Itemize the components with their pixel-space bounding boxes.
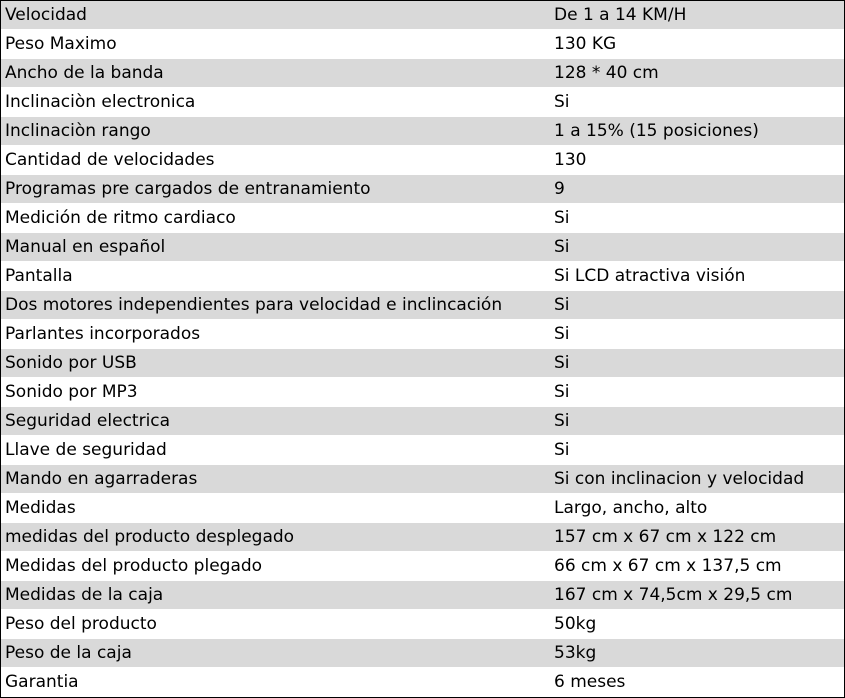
spec-value: 128 * 40 cm — [554, 63, 659, 83]
table-row: Programas pre cargados de entranamiento 9 — [1, 175, 844, 204]
spec-label: Velocidad — [5, 5, 87, 25]
spec-value: 130 KG — [554, 34, 617, 54]
spec-value: 9 — [554, 179, 565, 199]
table-row: Cantidad de velocidades 130 — [1, 146, 844, 175]
spec-label: Medición de ritmo cardiaco — [5, 208, 236, 228]
table-row: Llave de seguridad Si — [1, 436, 844, 465]
spec-label: Inclinaciòn rango — [5, 121, 151, 141]
table-row: Medidas del producto plegado 66 cm x 67 c… — [1, 552, 844, 581]
table-row: Ancho de la banda 128 * 40 cm — [1, 59, 844, 88]
spec-label: Llave de seguridad — [5, 440, 167, 460]
spec-label: Medidas del producto plegado — [5, 556, 263, 576]
spec-value: Si — [554, 353, 570, 373]
spec-value: Si — [554, 208, 570, 228]
table-row: Pantalla Si LCD atractiva visión — [1, 262, 844, 291]
spec-value: 157 cm x 67 cm x 122 cm — [554, 527, 777, 547]
table-row: Seguridad electrica Si — [1, 407, 844, 436]
spec-value: Si — [554, 295, 570, 315]
spec-label: Garantia — [5, 672, 79, 692]
spec-value: Largo, ancho, alto — [554, 498, 708, 518]
table-row: Garantia 6 meses — [1, 668, 844, 696]
table-row: medidas del producto desplegado 157 cm x … — [1, 523, 844, 552]
spec-value: Si — [554, 382, 570, 402]
spec-label: Ancho de la banda — [5, 63, 164, 83]
table-row: Inclinaciòn electronica Si — [1, 88, 844, 117]
table-row: Sonido por USB Si — [1, 349, 844, 378]
spec-label: Seguridad electrica — [5, 411, 171, 431]
spec-label: Programas pre cargados de entranamiento — [5, 179, 371, 199]
table-row: Peso Maximo 130 KG — [1, 30, 844, 59]
spec-label: Inclinaciòn electronica — [5, 92, 196, 112]
spec-label: Pantalla — [5, 266, 73, 286]
spec-label: Sonido por MP3 — [5, 382, 138, 402]
table-row: Velocidad De 1 a 14 KM/H — [1, 1, 844, 30]
spec-value: Si — [554, 411, 570, 431]
spec-value: 1 a 15% (15 posiciones) — [554, 121, 759, 141]
spec-label: Cantidad de velocidades — [5, 150, 215, 170]
spec-label: Sonido por USB — [5, 353, 137, 373]
table-row: Parlantes incorporados Si — [1, 320, 844, 349]
spec-value: Si — [554, 237, 570, 257]
table-row: Medidas de la caja 167 cm x 74,5cm x 29,5… — [1, 581, 844, 610]
spec-value: 6 meses — [554, 672, 626, 692]
table-row: Medición de ritmo cardiaco Si — [1, 204, 844, 233]
spec-value: Si — [554, 440, 570, 460]
spec-label: Medidas — [5, 498, 76, 518]
spec-value: Si LCD atractiva visión — [554, 266, 746, 286]
spec-label: Peso del producto — [5, 614, 157, 634]
table-row: Dos motores independientes para velocida… — [1, 291, 844, 320]
spec-value: 66 cm x 67 cm x 137,5 cm — [554, 556, 782, 576]
spec-label: Peso Maximo — [5, 34, 117, 54]
spec-label: medidas del producto desplegado — [5, 527, 295, 547]
spec-value: Si — [554, 92, 570, 112]
spec-value: 167 cm x 74,5cm x 29,5 cm — [554, 585, 793, 605]
spec-label: Mando en agarraderas — [5, 469, 198, 489]
table-row: Medidas Largo, ancho, alto — [1, 494, 844, 523]
table-row: Peso de la caja 53kg — [1, 639, 844, 668]
spec-value: De 1 a 14 KM/H — [554, 5, 687, 25]
table-row: Mando en agarraderas Si con inclinacion y… — [1, 465, 844, 494]
table-row: Sonido por MP3 Si — [1, 378, 844, 407]
spec-label: Parlantes incorporados — [5, 324, 201, 344]
spec-value: Si con inclinacion y velocidad — [554, 469, 805, 489]
spec-value: 50kg — [554, 614, 597, 634]
spec-value: 53kg — [554, 643, 597, 663]
spec-label: Medidas de la caja — [5, 585, 164, 605]
spec-value: Si — [554, 324, 570, 344]
spec-label: Dos motores independientes para velocida… — [5, 295, 503, 315]
spec-label: Peso de la caja — [5, 643, 132, 663]
table-row: Inclinaciòn rango 1 a 15% (15 posiciones) — [1, 117, 844, 146]
spec-value: 130 — [554, 150, 587, 170]
table-row: Peso del producto 50kg — [1, 610, 844, 639]
table-row: Manual en español Si — [1, 233, 844, 262]
spec-label: Manual en español — [5, 237, 166, 257]
